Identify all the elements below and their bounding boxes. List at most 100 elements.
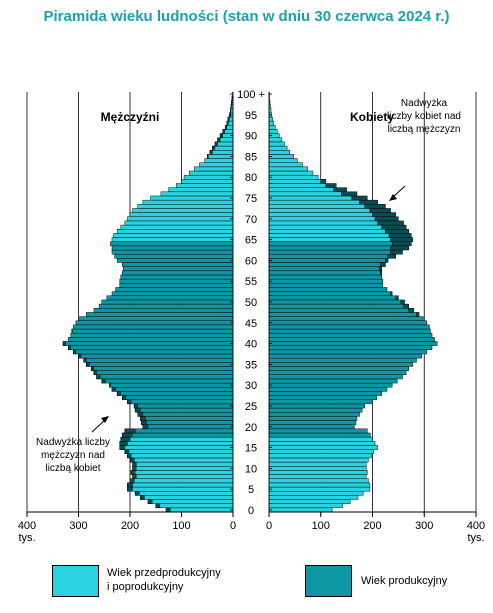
women-excess-bar — [416, 312, 420, 317]
age-tick-label: 45 — [245, 318, 257, 330]
women-bar — [268, 270, 381, 276]
men-excess-bar — [109, 382, 111, 388]
men-excess-bar — [93, 370, 97, 375]
men-panel-title: Mężczyźni — [101, 110, 160, 124]
men-excess-bar — [78, 353, 82, 359]
men-bar — [137, 411, 234, 417]
men-excess-bar — [124, 428, 136, 434]
women-bar — [268, 499, 351, 504]
men-excess-bar — [214, 141, 218, 147]
men-excess-bar — [73, 349, 77, 355]
men-bar — [160, 191, 234, 197]
women-bar — [268, 195, 353, 201]
women-bar — [268, 391, 383, 396]
women-bar — [268, 149, 290, 155]
men-excess-bar — [127, 453, 132, 459]
men-excess-bar — [127, 399, 132, 405]
men-excess-bar — [62, 341, 66, 346]
women-bar — [268, 432, 371, 438]
women-bar — [268, 507, 333, 513]
x-tick-label: 200 — [121, 520, 139, 532]
men-excess-bar — [132, 461, 137, 467]
women-bar — [268, 332, 433, 338]
men-bar — [116, 229, 234, 234]
women-excess-bar — [341, 191, 358, 197]
men-bar — [165, 507, 234, 513]
x-tick-label: 400 — [467, 520, 485, 532]
women-bar — [268, 345, 433, 351]
women-excess-bar — [390, 245, 409, 251]
men-bar — [204, 158, 234, 163]
women-bar — [268, 241, 393, 247]
x-tick-label: 0 — [230, 520, 236, 532]
men-excess-bar — [111, 387, 116, 392]
legend-label-working: Wiek produkcyjny — [361, 574, 447, 588]
men-bar — [70, 332, 234, 338]
men-excess-bar — [155, 503, 161, 509]
women-excess-bar — [390, 249, 403, 255]
men-bar — [85, 312, 234, 317]
women-bar — [268, 328, 431, 334]
men-bar — [132, 474, 234, 479]
men-bar — [123, 266, 234, 272]
men-bar — [111, 291, 234, 296]
women-bar — [268, 478, 369, 484]
men-bar — [111, 245, 234, 251]
women-excess-bar — [395, 295, 399, 301]
men-bar — [124, 428, 234, 434]
men-excess-bar — [231, 95, 233, 101]
women-excess-bar — [380, 262, 386, 267]
age-tick-label: 40 — [245, 339, 257, 351]
age-tick-label: 60 — [245, 255, 257, 267]
women-bar — [268, 220, 378, 226]
men-bar — [129, 478, 234, 484]
men-bar — [127, 216, 234, 222]
men-bar — [140, 495, 234, 500]
legend-label-line: Wiek przedprodukcyjny — [107, 567, 221, 579]
men-bar — [194, 166, 234, 172]
men-bar — [67, 345, 234, 351]
men-excess-bar — [165, 507, 171, 513]
men-bar — [133, 403, 234, 409]
women-bar — [268, 411, 360, 417]
women-bar — [268, 145, 288, 151]
men-excess-bar — [71, 328, 73, 334]
men-bar — [127, 486, 234, 492]
men-bar — [109, 382, 234, 388]
men-excess-bar — [129, 478, 135, 484]
legend-swatch-non-working — [52, 565, 99, 597]
women-excess-annotation: liczby kobiet nad — [387, 111, 461, 122]
men-bar — [183, 174, 234, 180]
age-tick-label: 75 — [245, 193, 257, 205]
men-excess-bar — [124, 449, 130, 455]
age-tick-label: 20 — [245, 422, 257, 434]
excess-bars — [62, 95, 420, 513]
women-bar — [268, 233, 390, 238]
women-bar — [268, 187, 334, 193]
women-bar — [268, 208, 371, 213]
women-bar — [268, 337, 435, 342]
women-excess-bar — [385, 229, 409, 234]
men-bar — [96, 374, 234, 380]
women-bar — [268, 249, 391, 255]
women-bar — [268, 183, 327, 188]
men-bar — [110, 241, 234, 247]
men-bar — [142, 199, 234, 205]
men-bar — [129, 212, 234, 217]
men-bar — [116, 258, 234, 263]
women-bar — [268, 204, 365, 209]
men-bar — [137, 204, 234, 209]
x-tick-label: 200 — [363, 520, 381, 532]
age-tick-label: 70 — [245, 214, 257, 226]
men-bar — [114, 253, 234, 259]
women-panel-title: Kobiety — [350, 110, 394, 124]
men-bar — [132, 466, 234, 471]
x-tick-label: 100 — [172, 520, 190, 532]
women-bar — [268, 216, 376, 222]
women-excess-annotation: liczbą mężczyzn — [388, 124, 461, 135]
x-tick-label: 400 — [18, 520, 36, 532]
women-bar — [268, 453, 372, 459]
women-excess-bar — [372, 212, 397, 217]
men-excess-bar — [133, 403, 138, 409]
men-bar — [115, 287, 234, 292]
